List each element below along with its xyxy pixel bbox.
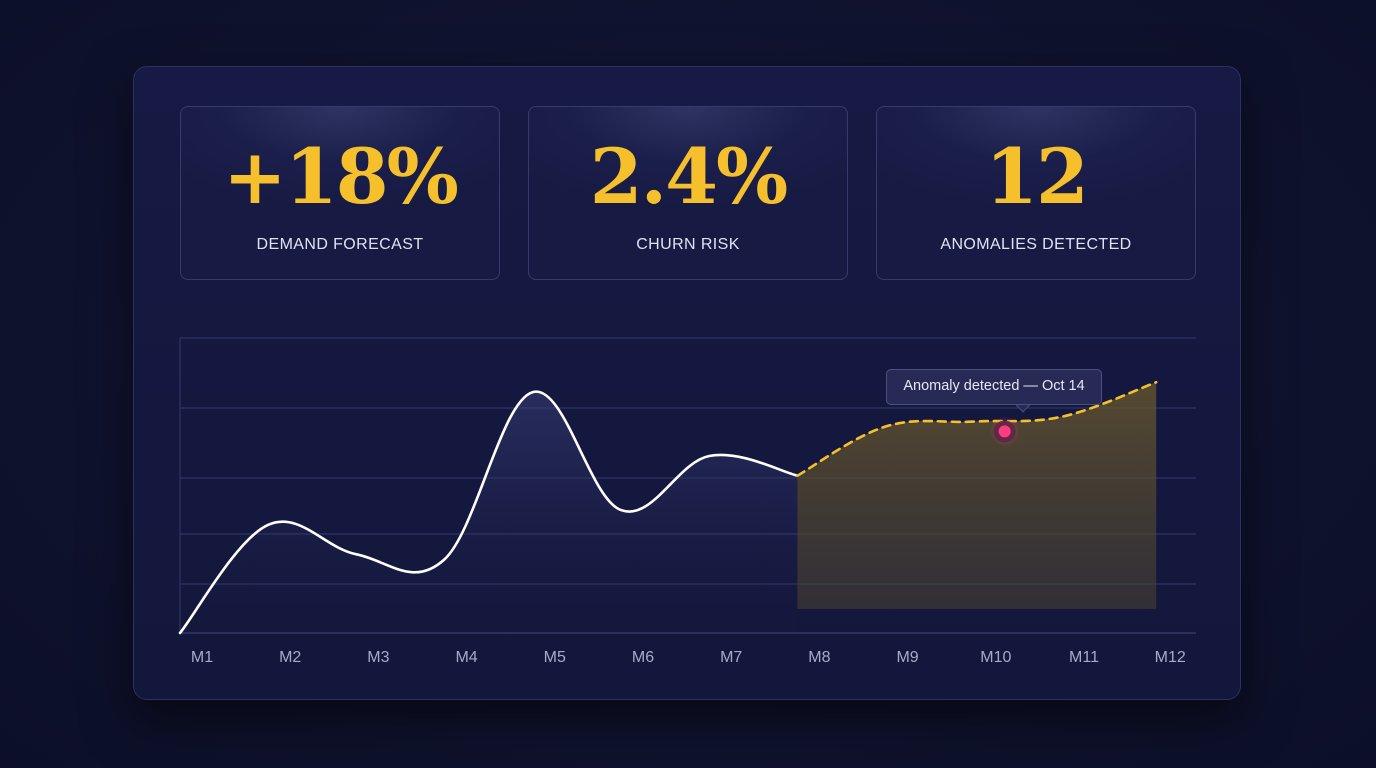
kpi-value: +18% [223, 132, 459, 221]
x-tick-label: M1 [191, 649, 213, 666]
x-tick-label: M3 [367, 649, 389, 666]
x-tick-label: M4 [455, 649, 477, 666]
kpi-card-anomalies-detected: 12 ANOMALIES DETECTED [876, 106, 1196, 280]
kpi-label: ANOMALIES DETECTED [940, 236, 1132, 253]
x-tick-label: M5 [544, 649, 566, 666]
kpi-label: DEMAND FORECAST [256, 236, 424, 253]
x-tick-label: M7 [720, 649, 742, 666]
kpi-value: 2.4% [589, 132, 788, 221]
forecast-series-line [796, 380, 1158, 477]
actual-series-line [178, 390, 799, 635]
forecast-region [797, 382, 1157, 609]
x-tick-label: M8 [808, 649, 830, 666]
x-tick-label: M11 [1069, 649, 1099, 666]
kpi-card-demand-forecast: +18% DEMAND FORECAST [180, 106, 500, 280]
x-tick-label: M10 [980, 649, 1011, 666]
kpi-value: 12 [985, 132, 1089, 221]
x-tick-label: M6 [632, 649, 654, 666]
actual-area [180, 391, 798, 633]
kpi-label: CHURN RISK [636, 236, 740, 253]
x-tick-label: M9 [896, 649, 918, 666]
x-tick-label: M2 [279, 649, 301, 666]
anomaly-tooltip: Anomaly detected — Oct 14 [886, 369, 1102, 405]
anomaly-marker [998, 425, 1011, 438]
x-tick-label: M12 [1155, 649, 1186, 666]
kpi-card-churn-risk: 2.4% CHURN RISK [528, 106, 848, 280]
